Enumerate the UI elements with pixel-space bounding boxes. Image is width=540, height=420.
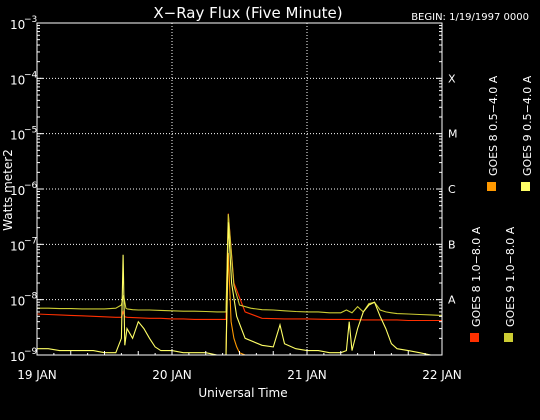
chart-title: X−Ray Flux (Five Minute)	[153, 4, 342, 22]
ticks: 10−910−810−710−610−510−410−319 JAN 20 JAN…	[10, 15, 462, 382]
begin-date-label: BEGIN: 1/19/1997 0000	[411, 12, 529, 23]
x-tick-label: 21 JAN	[287, 368, 327, 382]
x-tick-label: 22 JAN	[422, 368, 462, 382]
x-tick-label: 20 JAN	[152, 368, 192, 382]
y-tick-exponent: −6	[24, 181, 38, 191]
y-axis-label: Watts meter2	[1, 149, 15, 231]
legend-label: GOES 9 0.5−4.0 A	[521, 75, 534, 176]
y-tick-label: 10	[10, 295, 25, 309]
y-tick-label: 10	[10, 184, 25, 198]
series-line	[36, 213, 442, 322]
legend: GOES 8 1.0−8.0 A GOES 8 0.5−4.0 A GOES 9 1…	[470, 75, 534, 342]
y-tick-label: 10	[10, 73, 25, 87]
y-tick-label: 10	[10, 18, 25, 32]
flare-class-label: X	[448, 72, 456, 85]
series-line	[37, 222, 442, 356]
legend-swatch	[487, 182, 496, 191]
y-tick-exponent: −3	[24, 15, 37, 25]
legend-label: GOES 9 1.0−8.0 A	[504, 226, 517, 327]
y-tick-exponent: −7	[24, 236, 37, 246]
flare-class-label: C	[448, 183, 456, 196]
x-axis-label: Universal Time	[198, 386, 287, 400]
grid	[37, 23, 442, 355]
flare-class-label: B	[448, 238, 456, 251]
y-tick-label: 10	[10, 350, 25, 364]
flare-class-label: M	[448, 128, 458, 141]
legend-label: GOES 8 0.5−4.0 A	[487, 75, 500, 176]
x-tick-label: 19 JAN	[17, 368, 57, 382]
y-tick-exponent: −8	[24, 292, 38, 302]
legend-label: GOES 8 1.0−8.0 A	[470, 226, 483, 327]
legend-swatch	[504, 333, 513, 342]
y-tick-exponent: −5	[24, 126, 37, 136]
y-tick-exponent: −9	[24, 347, 38, 357]
y-tick-exponent: −4	[24, 70, 38, 80]
legend-swatch	[521, 182, 530, 191]
y-tick-label: 10	[10, 129, 25, 143]
legend-swatch	[470, 333, 479, 342]
y-tick-label: 10	[10, 239, 25, 253]
flare-class-label: A	[448, 294, 456, 307]
